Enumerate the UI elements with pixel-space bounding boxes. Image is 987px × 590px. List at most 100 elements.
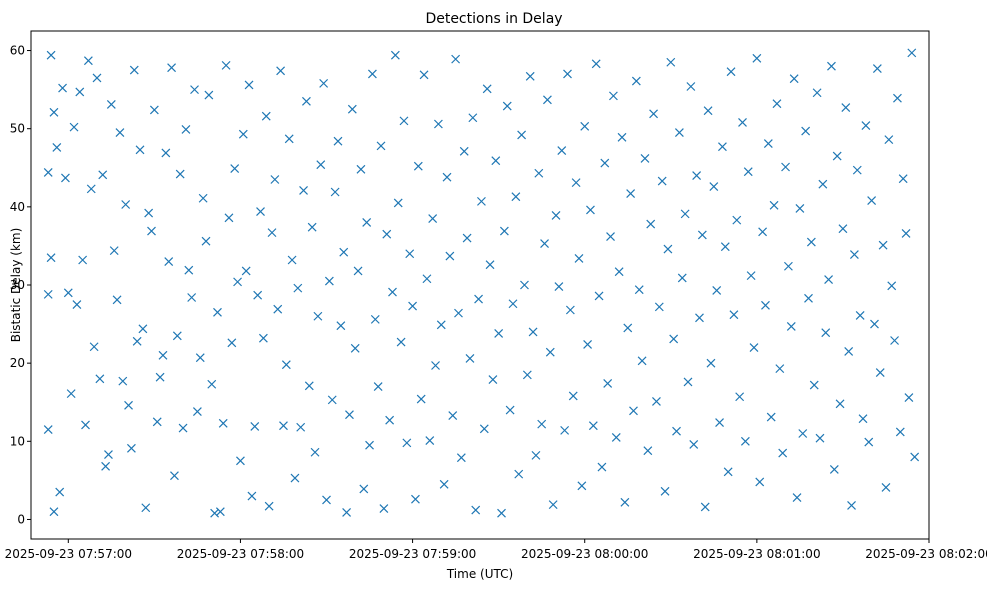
data-point-marker bbox=[230, 164, 240, 173]
data-point-marker bbox=[806, 237, 816, 247]
data-point-marker bbox=[86, 184, 96, 194]
data-point-marker bbox=[433, 119, 443, 129]
data-point-marker bbox=[637, 356, 647, 366]
data-point-marker bbox=[497, 508, 506, 518]
data-point-marker bbox=[184, 265, 194, 275]
data-point-marker bbox=[620, 497, 630, 507]
data-point-marker bbox=[324, 276, 334, 286]
data-point-marker bbox=[763, 139, 773, 148]
data-point-marker bbox=[494, 329, 504, 338]
data-point-marker bbox=[405, 249, 415, 259]
data-point-marker bbox=[528, 327, 538, 337]
data-point-marker bbox=[373, 382, 383, 392]
data-point-marker bbox=[322, 495, 331, 505]
data-point-marker bbox=[821, 328, 831, 338]
data-point-marker bbox=[118, 376, 128, 386]
data-point-marker bbox=[233, 277, 242, 287]
data-point-marker bbox=[98, 170, 108, 180]
data-point-marker bbox=[540, 239, 549, 249]
data-point-marker bbox=[718, 142, 727, 152]
data-point-marker bbox=[431, 361, 440, 370]
data-point-marker bbox=[657, 176, 667, 186]
data-point-marker bbox=[781, 162, 790, 172]
data-point-marker bbox=[588, 421, 598, 431]
x-tick-label: 2025-09-23 07:58:00 bbox=[177, 547, 304, 561]
data-point-marker bbox=[379, 504, 389, 513]
data-point-marker bbox=[207, 379, 217, 389]
data-point-marker bbox=[155, 372, 165, 382]
y-tick-label: 40 bbox=[10, 200, 25, 214]
data-point-marker bbox=[459, 146, 469, 156]
data-point-marker bbox=[313, 311, 323, 321]
data-point-marker bbox=[608, 91, 618, 101]
data-point-marker bbox=[574, 254, 584, 263]
data-point-marker bbox=[726, 67, 736, 77]
data-point-marker bbox=[221, 60, 231, 70]
data-point-marker bbox=[474, 294, 483, 304]
data-point-marker bbox=[192, 407, 202, 417]
data-point-marker bbox=[898, 174, 908, 184]
data-point-marker bbox=[743, 167, 753, 177]
data-point-marker bbox=[408, 301, 418, 311]
data-point-marker bbox=[445, 251, 455, 261]
data-point-marker bbox=[729, 310, 739, 320]
data-point-marker bbox=[887, 281, 897, 291]
data-point-marker bbox=[815, 433, 825, 443]
data-point-marker bbox=[353, 266, 363, 276]
data-point-marker bbox=[224, 213, 234, 223]
data-point-marker bbox=[646, 219, 656, 229]
data-point-marker bbox=[428, 214, 438, 223]
data-point-marker bbox=[465, 354, 475, 363]
data-point-marker bbox=[841, 103, 851, 113]
data-point-marker bbox=[299, 186, 308, 195]
data-point-marker bbox=[545, 347, 555, 357]
data-point-marker bbox=[491, 156, 501, 166]
data-point-marker bbox=[342, 508, 352, 517]
x-axis-ticks: 2025-09-23 07:57:00 2025-09-23 07:58:00 20… bbox=[5, 539, 987, 561]
data-point-marker bbox=[798, 429, 808, 438]
y-tick-label: 20 bbox=[10, 356, 25, 370]
data-point-marker bbox=[502, 101, 512, 111]
data-point-marker bbox=[330, 187, 340, 197]
data-point-marker bbox=[238, 129, 248, 139]
data-point-marker bbox=[563, 69, 572, 79]
data-point-marker bbox=[488, 375, 498, 384]
data-point-marker bbox=[279, 421, 288, 431]
data-point-marker bbox=[749, 343, 759, 352]
data-point-marker bbox=[689, 440, 699, 449]
data-point-marker bbox=[752, 53, 762, 63]
data-point-marker bbox=[812, 88, 822, 98]
data-point-marker bbox=[307, 222, 317, 232]
data-point-marker bbox=[138, 324, 148, 334]
data-point-marker bbox=[49, 507, 59, 517]
data-point-marker bbox=[634, 285, 644, 295]
data-point-marker bbox=[809, 380, 819, 390]
data-point-marker bbox=[680, 209, 690, 219]
data-point-marker bbox=[672, 426, 681, 436]
data-point-marker bbox=[121, 200, 131, 209]
y-tick-label: 50 bbox=[10, 122, 25, 136]
data-point-marker bbox=[867, 196, 877, 206]
data-point-marker bbox=[345, 410, 354, 420]
data-point-marker bbox=[852, 165, 862, 175]
y-tick-label: 10 bbox=[10, 434, 25, 448]
data-point-marker bbox=[548, 500, 558, 510]
data-point-marker bbox=[287, 255, 297, 265]
data-point-marker bbox=[261, 111, 271, 121]
data-point-marker bbox=[141, 503, 151, 513]
data-point-marker bbox=[413, 161, 423, 171]
data-point-marker bbox=[58, 83, 67, 93]
data-point-marker bbox=[347, 104, 357, 114]
data-point-marker bbox=[720, 242, 730, 252]
data-point-marker bbox=[629, 406, 638, 416]
y-tick-label: 60 bbox=[10, 44, 25, 58]
data-point-marker bbox=[597, 462, 607, 472]
data-point-marker bbox=[448, 411, 458, 420]
data-point-marker bbox=[356, 164, 366, 174]
data-point-marker bbox=[175, 169, 185, 179]
data-point-marker bbox=[144, 208, 154, 218]
data-point-marker bbox=[740, 436, 750, 446]
data-point-marker bbox=[703, 106, 713, 116]
data-point-marker bbox=[172, 331, 182, 341]
